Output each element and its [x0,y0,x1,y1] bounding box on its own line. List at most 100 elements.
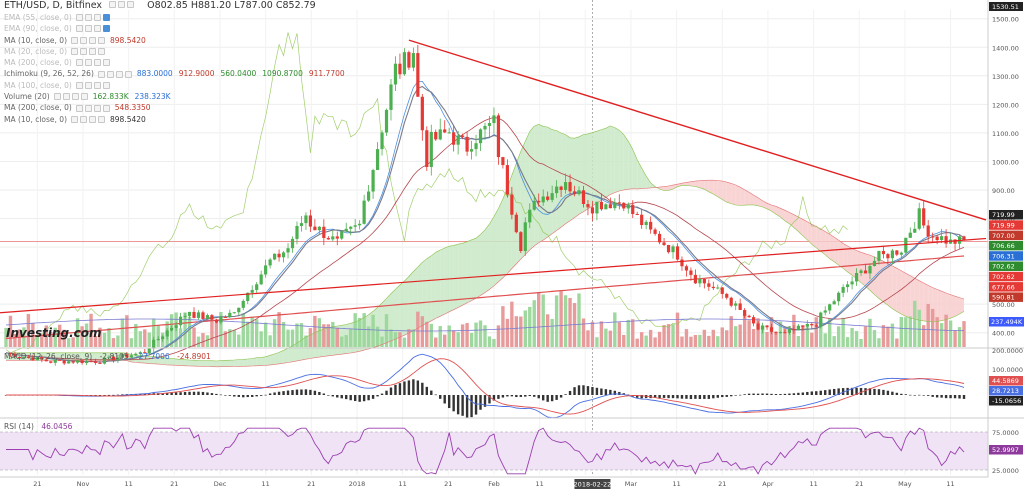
eye-icon[interactable] [71,48,79,56]
settings-button[interactable] [118,1,126,8]
more-icon[interactable] [98,48,106,56]
eye-icon[interactable] [75,81,83,89]
indicator-buttons[interactable] [53,93,88,101]
volume-bar [201,333,205,347]
candle-body [93,361,98,363]
settings-icon[interactable] [84,25,92,33]
macd-value-text: 28.7213 [992,387,1019,395]
volume-bar [290,329,295,347]
macd-histogram-bar [895,392,899,395]
indicator-row[interactable]: MA (200, close, 0) [0,57,310,68]
cloud-segment [86,352,92,361]
settings-icon[interactable] [84,104,92,112]
more-icon[interactable] [102,81,110,89]
eye-icon[interactable] [75,59,83,67]
volume-bar [639,332,644,347]
indicator-value: 898.5420 [110,114,146,124]
eye-icon[interactable] [71,36,79,44]
candle-body [335,236,339,239]
indicator-buttons[interactable] [75,104,110,112]
candle-body [277,253,281,258]
more-icon[interactable] [98,115,106,123]
macd-histogram-bar [662,395,666,398]
settings-icon[interactable] [80,48,88,56]
macd-histogram-bar [412,379,415,395]
indicator-buttons[interactable] [71,115,106,123]
title-buttons[interactable] [109,1,135,8]
indicator-buttons[interactable] [71,36,106,44]
symbol-title[interactable]: ETH/USD, D, Bitfinex O802.85 H881.20 L78… [0,0,316,12]
close-icon[interactable] [93,59,101,67]
candle-body [358,223,362,226]
indicator-row[interactable]: Volume (20) 162.833K 238.323K [0,91,310,102]
settings-icon[interactable] [84,59,92,67]
close-icon[interactable] [93,14,101,22]
more-icon[interactable] [102,14,110,22]
candle-body [743,309,747,316]
close-icon[interactable] [89,48,97,56]
price-label-box [989,271,1023,282]
macd-histogram-bar [689,395,693,400]
senkou-a-line [6,123,965,362]
settings-icon[interactable] [80,115,88,123]
eye-icon[interactable] [71,115,79,123]
cloud-segment [73,352,78,361]
eye-icon[interactable] [75,25,83,33]
indicator-buttons[interactable] [75,25,110,33]
indicator-row[interactable]: MA (20, close, 0) [0,46,310,57]
more-icon[interactable] [102,104,110,112]
settings-icon[interactable] [62,93,70,101]
macd-histogram-bar [797,392,800,395]
settings-icon[interactable] [84,14,92,22]
volume-bar [814,317,818,347]
close-icon[interactable] [115,70,123,78]
settings-icon[interactable] [80,36,88,44]
candle-body [402,52,407,75]
indicator-buttons[interactable] [75,14,110,22]
indicator-buttons[interactable] [97,70,132,78]
candle-body [872,260,877,267]
volume-bar [617,322,621,347]
more-icon[interactable] [98,36,106,44]
macd-histogram-bar [600,388,603,395]
indicator-row[interactable]: Ichimoku (9, 26, 52, 26) 883.0000 912.9000… [0,68,345,79]
macd-histogram-bar [443,395,446,404]
more-icon[interactable] [102,59,110,67]
indicator-buttons[interactable] [71,48,106,56]
indicator-row[interactable]: MA (10, close, 0) 898.5420 [0,114,310,125]
volume-bar [402,337,407,347]
more-icon[interactable] [102,25,110,33]
indicator-buttons[interactable] [75,59,110,67]
more-icon[interactable] [124,70,132,78]
eye-icon[interactable] [75,104,83,112]
indicator-buttons[interactable] [75,81,110,89]
indicator-row[interactable]: EMA (90, close, 0) [0,23,310,34]
visibility-button[interactable] [109,1,117,8]
eye-icon[interactable] [53,93,61,101]
volume-bar [308,328,313,347]
close-icon[interactable] [93,104,101,112]
settings-icon[interactable] [84,81,92,89]
indicator-row[interactable]: MA (200, close, 0) 548.3350 [0,102,310,113]
macd-histogram-bar [461,395,464,416]
close-icon[interactable] [71,93,79,101]
indicator-row[interactable]: EMA (55, close, 0) [0,12,310,23]
volume-bar [586,330,590,347]
candle-body [693,274,698,284]
close-icon[interactable] [93,81,101,89]
close-icon[interactable] [93,25,101,33]
indicator-row[interactable]: MA (100, close, 0) [0,80,310,91]
eye-icon[interactable] [97,70,105,78]
indicator-row[interactable]: MA (10, close, 0) 898.5420 [0,35,310,46]
macd-histogram-bar [712,395,715,399]
settings-icon[interactable] [106,70,114,78]
volume-bar [604,328,608,347]
more-button[interactable] [127,1,135,8]
close-icon[interactable] [89,36,97,44]
macd-histogram-bar [300,389,303,395]
more-icon[interactable] [80,93,88,101]
close-icon[interactable] [89,115,97,123]
x-tick-label: 21 [444,480,452,488]
cloud-segment [887,263,893,309]
eye-icon[interactable] [75,14,83,22]
